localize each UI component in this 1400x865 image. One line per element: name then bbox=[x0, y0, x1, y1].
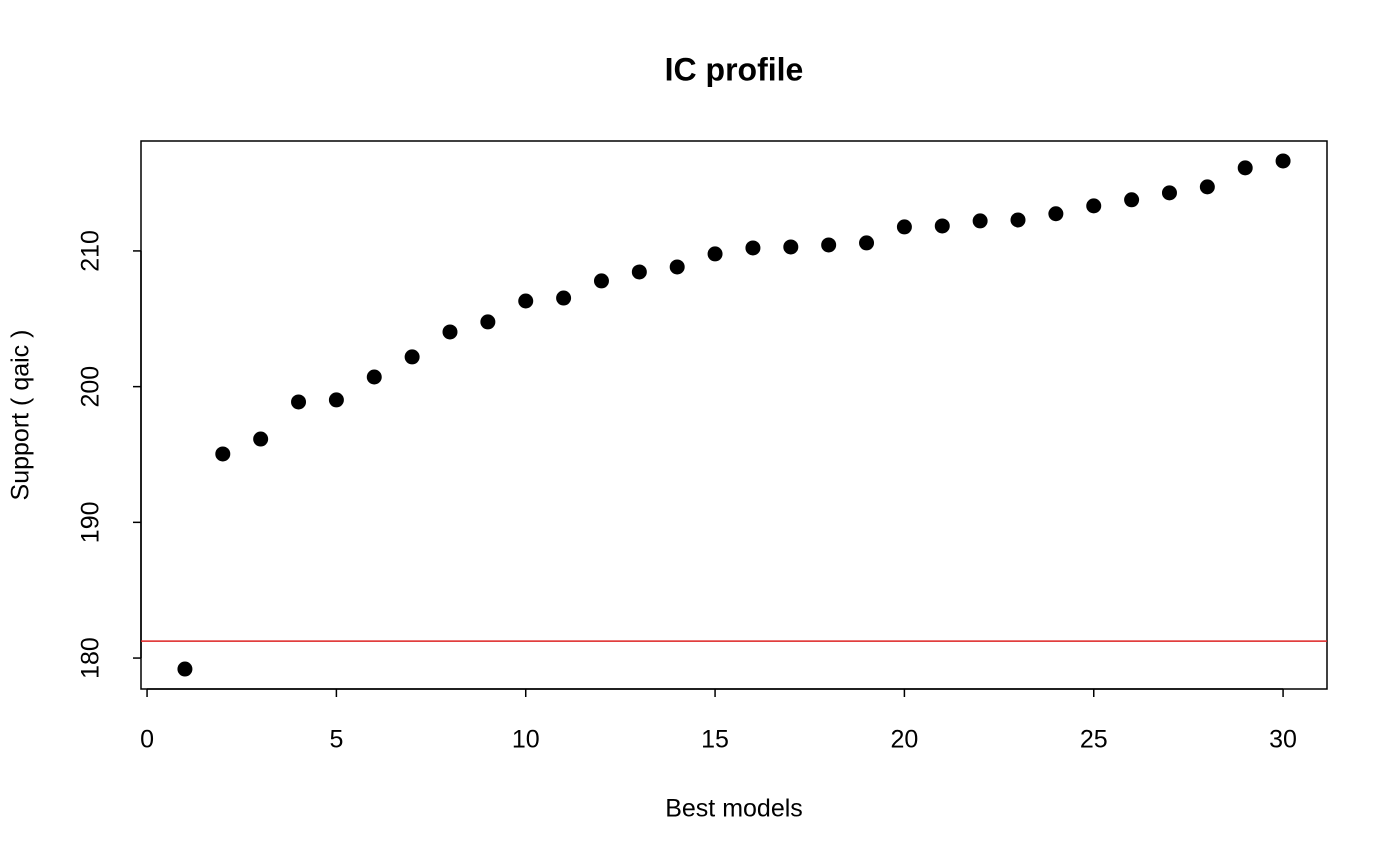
point bbox=[707, 246, 723, 262]
point bbox=[1199, 179, 1215, 195]
point bbox=[783, 239, 799, 255]
point bbox=[896, 219, 912, 235]
point bbox=[669, 259, 685, 275]
point bbox=[745, 240, 761, 256]
point bbox=[1275, 153, 1291, 169]
point bbox=[366, 369, 382, 385]
point bbox=[291, 394, 307, 410]
plot-frame bbox=[140, 140, 1328, 690]
point bbox=[631, 264, 647, 280]
chart-title: IC profile bbox=[665, 51, 804, 87]
point bbox=[556, 290, 572, 306]
point bbox=[518, 293, 534, 309]
point bbox=[1237, 160, 1253, 176]
point bbox=[593, 273, 609, 289]
point bbox=[1161, 185, 1177, 201]
point bbox=[821, 237, 837, 253]
y-tick-label: 210 bbox=[77, 230, 105, 272]
point bbox=[1048, 206, 1064, 222]
point bbox=[328, 392, 344, 408]
point bbox=[480, 314, 496, 330]
point bbox=[404, 349, 420, 365]
point bbox=[215, 446, 231, 462]
y-tick-label: 180 bbox=[77, 637, 105, 679]
point bbox=[972, 213, 988, 229]
point bbox=[177, 661, 193, 677]
x-tick-label: 25 bbox=[1080, 726, 1108, 754]
point bbox=[1010, 212, 1026, 228]
y-axis-label: Support ( qaic ) bbox=[7, 330, 35, 501]
y-tick-label: 190 bbox=[77, 501, 105, 543]
point bbox=[859, 235, 875, 251]
x-tick-label: 15 bbox=[701, 726, 729, 754]
x-tick-label: 30 bbox=[1269, 726, 1297, 754]
point bbox=[253, 431, 269, 447]
x-tick-label: 5 bbox=[329, 726, 343, 754]
y-tick-label: 200 bbox=[77, 366, 105, 408]
point bbox=[1086, 198, 1102, 214]
point bbox=[442, 324, 458, 340]
x-tick-label: 20 bbox=[890, 726, 918, 754]
point bbox=[1124, 192, 1140, 208]
x-axis-label: Best models bbox=[665, 795, 803, 823]
x-tick-label: 10 bbox=[512, 726, 540, 754]
x-tick-label: 0 bbox=[140, 726, 154, 754]
point bbox=[934, 218, 950, 234]
